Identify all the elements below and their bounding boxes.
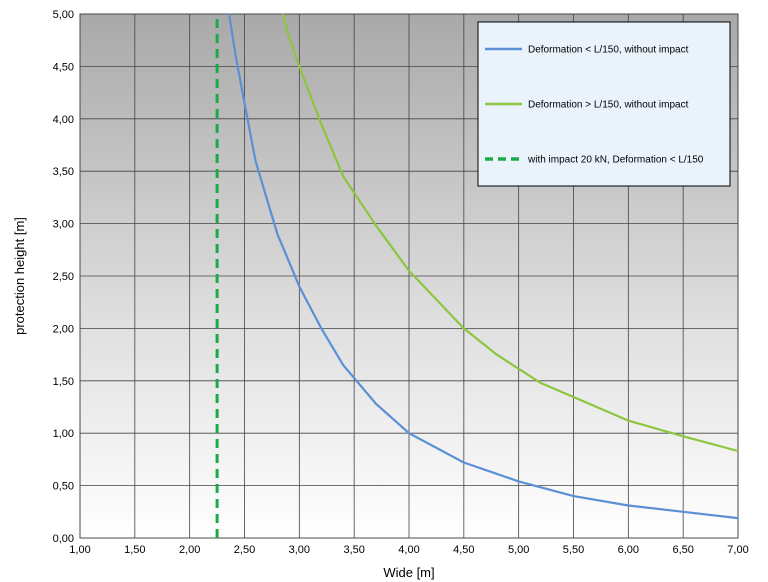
x-tick-label: 4,00 [398,544,419,556]
series-green-line [281,13,739,453]
y-tick-label: 3,50 [53,166,74,178]
series-layer [215,13,739,538]
x-tick-label: 4,50 [453,544,474,556]
x-tick-label: 6,50 [672,544,693,556]
y-tick-label: 0,50 [53,481,74,493]
legend-label: with impact 20 kN, Deformation < L/150 [527,155,704,166]
x-tick-label: 1,00 [69,544,90,556]
y-tick-label: 3,00 [53,219,74,231]
y-tick-label: 1,50 [53,376,74,388]
legend: Deformation < L/150, without impact Defor… [477,21,731,187]
y-axis-label: protection height [m] [12,217,27,335]
tick-labels: 1,00 1,50 2,00 2,50 3,00 3,50 4,00 4,50 5,00 5,50… [53,9,749,556]
x-tick-label: 3,00 [289,544,310,556]
y-tick-label: 0,00 [53,533,74,545]
x-tick-label: 5,00 [508,544,529,556]
y-tick-label: 4,00 [53,114,74,126]
legend-label: Deformation < L/150, without impact [528,45,689,56]
y-tick-label: 2,00 [53,323,74,335]
x-tick-label: 2,50 [234,544,255,556]
x-tick-label: 7,00 [727,544,748,556]
y-tick-label: 4,50 [53,61,74,73]
y-tick-label: 2,50 [53,271,74,283]
y-tick-label: 5,00 [53,9,74,21]
x-tick-label: 1,50 [124,544,145,556]
y-tick-label: 1,00 [53,428,74,440]
x-tick-label: 3,50 [343,544,364,556]
x-tick-label: 5,50 [563,544,584,556]
x-tick-label: 6,00 [618,544,639,556]
x-tick-label: 2,00 [179,544,200,556]
legend-label: Deformation > L/150, without impact [528,100,689,111]
series-blue-line [228,13,739,520]
x-axis-label: Wide [m] [383,565,434,580]
